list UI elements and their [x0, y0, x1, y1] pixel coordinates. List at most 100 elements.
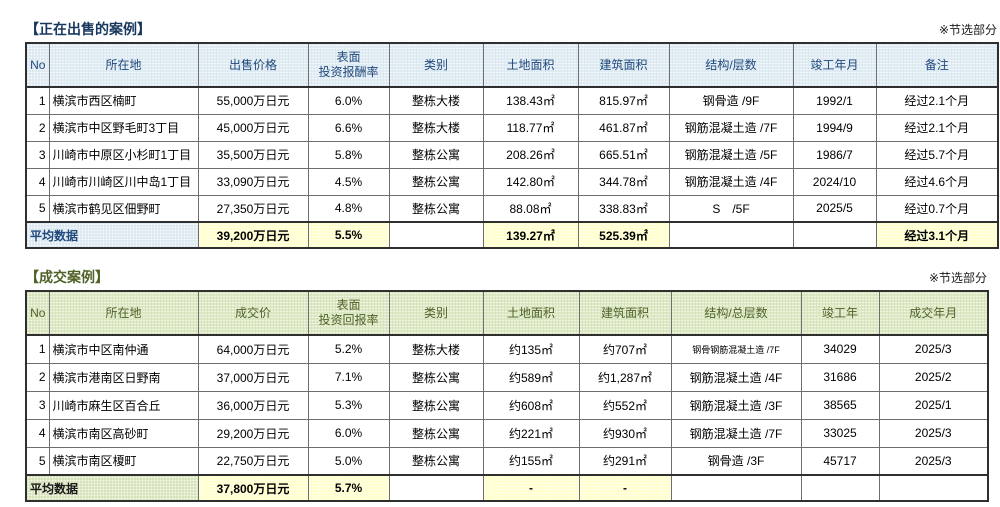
- column-header-gross-yield: 表面 投资报酬率: [307, 42, 390, 88]
- table-cell: 横滨市南区榎町: [48, 446, 199, 476]
- table-cell: 2: [25, 362, 50, 392]
- table-row: 5 横滨市鹤见区佃野町 27,350万日元 4.8% 整栋公寓 88.08㎡ 338.83㎡…: [25, 194, 999, 223]
- table-cell: 整栋大楼: [388, 113, 484, 142]
- table-cell: 55,000万日元: [197, 86, 309, 115]
- sale-section-title: 【正在出售的案例】: [25, 21, 151, 37]
- table-cell: 经过4.6个月: [875, 167, 999, 196]
- table-cell: 29,200万日元: [197, 418, 309, 448]
- column-header-remarks: 备注: [875, 42, 999, 88]
- table-cell: 2025/1: [878, 390, 989, 420]
- table-cell: 横滨市南区高砂町: [48, 418, 199, 448]
- table-cell: 经过5.7个月: [875, 140, 999, 169]
- table-cell: 5.2%: [307, 334, 390, 364]
- table-cell: 4: [25, 167, 50, 196]
- average-gross-yield: 5.5%: [307, 221, 390, 249]
- table-row: 3 川崎市中原区小杉町1丁目 35,500万日元 5.8% 整栋公寓 208.26㎡ 665…: [25, 140, 999, 169]
- table-cell: 横滨市鹤见区佃野町: [48, 194, 199, 223]
- sold-average-row: 平均数据 37,800万日元 5.7% - -: [25, 474, 989, 502]
- table-cell: 整栋公寓: [388, 140, 484, 169]
- column-header-category: 类别: [388, 290, 484, 336]
- column-header-sale-price: 出售价格: [197, 42, 309, 88]
- column-header-gross-yield: 表面 投资回报率: [307, 290, 390, 336]
- table-cell: 3: [25, 390, 50, 420]
- table-cell: 约608㎡: [482, 390, 580, 420]
- table-cell: 横滨市西区楠町: [48, 86, 199, 115]
- table-cell: 88.08㎡: [482, 194, 579, 223]
- table-cell: 2025/3: [878, 418, 989, 448]
- table-cell: 45,000万日元: [197, 113, 309, 142]
- table-cell: 约291㎡: [578, 446, 672, 476]
- column-header-no: No: [25, 42, 50, 88]
- table-cell: 344.78㎡: [577, 167, 670, 196]
- table-cell: 整栋公寓: [388, 194, 484, 223]
- table-cell: 1994/9: [792, 113, 877, 142]
- table-cell: 2025/5: [792, 194, 877, 223]
- table-cell: 约1,287㎡: [578, 362, 672, 392]
- sold-table: No 所在地 成交价 表面 投资回报率 类别 土地面积 建筑面积 结构/总层数 …: [25, 290, 989, 502]
- column-header-completion-date: 竣工年月: [792, 42, 877, 88]
- table-cell: 整栋公寓: [388, 418, 484, 448]
- table-cell: 2025/3: [878, 446, 989, 476]
- table-cell: 钢骨造 /3F: [670, 446, 802, 476]
- table-cell: 6.6%: [307, 113, 390, 142]
- sale-table: No 所在地 出售价格 表面 投资报酬率 类别 土地面积 建筑面积 结构/层数 …: [25, 42, 999, 249]
- table-cell: S /5F: [668, 194, 794, 223]
- sold-section-title: 【成交案例】: [25, 269, 109, 285]
- table-cell: 钢骨造 /9F: [668, 86, 794, 115]
- table-cell: 5.3%: [307, 390, 390, 420]
- table-cell: 6.0%: [307, 86, 390, 115]
- table-cell: 5: [25, 194, 50, 223]
- table-cell: 钢筋混凝土造 /4F: [670, 362, 802, 392]
- column-header-building-area: 建筑面积: [578, 290, 672, 336]
- sale-average-row: 平均数据 39,200万日元 5.5% 139.27㎡ 525.39㎡ 经过3.…: [25, 221, 999, 249]
- table-cell: 3: [25, 140, 50, 169]
- table-cell: 2025/3: [878, 334, 989, 364]
- table-row: 2 横滨市中区野毛町3丁目 45,000万日元 6.6% 整栋大楼 118.77㎡ 461.…: [25, 113, 999, 142]
- table-cell: 27,350万日元: [197, 194, 309, 223]
- empty-cell: [668, 221, 794, 249]
- table-row: 4 川崎市川崎区川中岛1丁目 33,090万日元 4.5% 整栋公寓 142.80㎡ 344…: [25, 167, 999, 196]
- table-cell: 7.1%: [307, 362, 390, 392]
- table-cell: 118.77㎡: [482, 113, 579, 142]
- table-cell: 1: [25, 334, 50, 364]
- table-cell: 35,500万日元: [197, 140, 309, 169]
- table-cell: 约221㎡: [482, 418, 580, 448]
- empty-cell: [792, 221, 877, 249]
- table-cell: 经过2.1个月: [875, 86, 999, 115]
- table-cell: 经过2.1个月: [875, 113, 999, 142]
- table-cell: 45717: [800, 446, 880, 476]
- table-cell: 约930㎡: [578, 418, 672, 448]
- empty-cell: [670, 474, 802, 502]
- table-cell: 338.83㎡: [577, 194, 670, 223]
- column-header-land-area: 土地面积: [482, 42, 579, 88]
- table-cell: 钢骨钢筋混凝土造 /7F: [670, 334, 802, 364]
- empty-cell: [800, 474, 880, 502]
- table-cell: 2025/2: [878, 362, 989, 392]
- average-remark: 经过3.1个月: [875, 221, 999, 249]
- table-cell: 208.26㎡: [482, 140, 579, 169]
- table-cell: 川崎市中原区小杉町1丁目: [48, 140, 199, 169]
- table-cell: 经过0.7个月: [875, 194, 999, 223]
- sale-section-note: ※节选部分: [938, 23, 997, 37]
- column-header-category: 类别: [388, 42, 484, 88]
- empty-cell: [388, 221, 484, 249]
- table-cell: 33025: [800, 418, 880, 448]
- sold-section: 【成交案例】 ※节选部分 No 所在地 成交价 表面 投资回报率 类别 土地面积…: [25, 268, 1000, 502]
- column-header-land-area: 土地面积: [482, 290, 580, 336]
- table-cell: 815.97㎡: [577, 86, 670, 115]
- column-header-location: 所在地: [48, 290, 199, 336]
- column-header-structure-floors: 结构/层数: [668, 42, 794, 88]
- table-cell: 川崎市川崎区川中岛1丁目: [48, 167, 199, 196]
- average-land-area: 139.27㎡: [482, 221, 579, 249]
- table-cell: 5: [25, 446, 50, 476]
- average-deal-price: 37,800万日元: [197, 474, 309, 502]
- table-cell: 22,750万日元: [197, 446, 309, 476]
- table-cell: 34029: [800, 334, 880, 364]
- column-header-no: No: [25, 290, 50, 336]
- table-cell: 38565: [800, 390, 880, 420]
- sold-section-head: 【成交案例】 ※节选部分: [25, 268, 987, 286]
- table-cell: 川崎市麻生区百合丘: [48, 390, 199, 420]
